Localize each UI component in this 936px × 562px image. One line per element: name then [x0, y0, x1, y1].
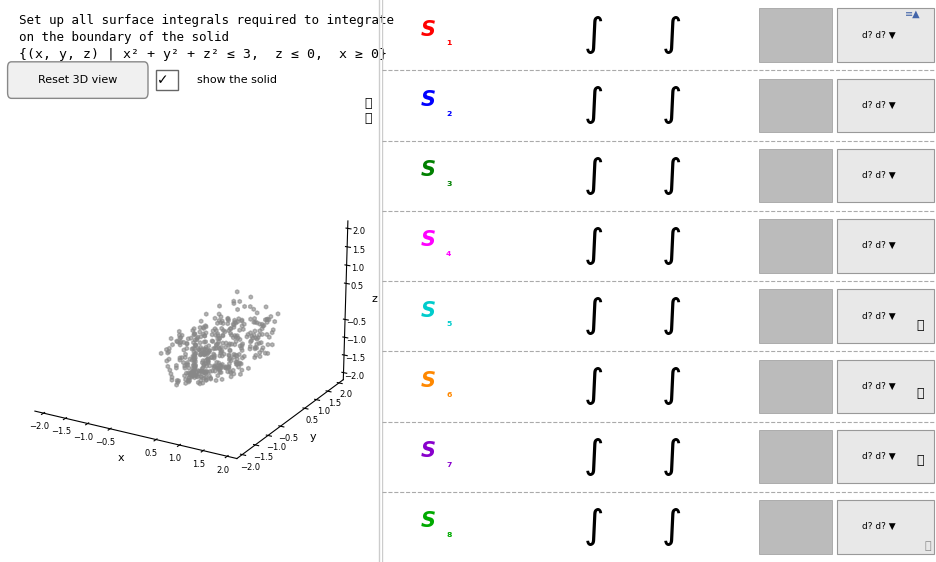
- Text: d? d? ▼: d? d? ▼: [861, 241, 895, 251]
- Text: d? d? ▼: d? d? ▼: [861, 171, 895, 180]
- Text: S: S: [420, 441, 435, 461]
- Text: $\int$: $\int$: [660, 436, 680, 478]
- Text: S: S: [420, 511, 435, 531]
- Text: $\int$: $\int$: [582, 14, 603, 56]
- Y-axis label: y: y: [309, 432, 315, 442]
- Text: d? d? ▼: d? d? ▼: [861, 101, 895, 110]
- Text: {(x, y, z) | x² + y² + z² ≤ 3,  z ≤ 0,  x ≥ 0}: {(x, y, z) | x² + y² + z² ≤ 3, z ≤ 0, x …: [19, 48, 387, 61]
- Text: d? d? ▼: d? d? ▼: [861, 311, 895, 321]
- FancyBboxPatch shape: [759, 8, 831, 62]
- Text: d? d? ▼: d? d? ▼: [861, 382, 895, 391]
- Text: 🔍: 🔍: [915, 454, 923, 468]
- Text: ≡▲: ≡▲: [904, 8, 919, 19]
- FancyBboxPatch shape: [759, 360, 831, 413]
- FancyBboxPatch shape: [759, 149, 831, 202]
- FancyBboxPatch shape: [836, 500, 933, 554]
- Text: Set up all surface integrals required to integrate: Set up all surface integrals required to…: [19, 14, 393, 27]
- FancyBboxPatch shape: [759, 430, 831, 483]
- FancyBboxPatch shape: [759, 500, 831, 554]
- Text: $\int$: $\int$: [660, 365, 680, 407]
- Text: on the boundary of the solid: on the boundary of the solid: [19, 31, 228, 44]
- Text: ₈: ₈: [446, 527, 451, 540]
- Text: $\int$: $\int$: [582, 436, 603, 478]
- Text: ₄: ₄: [446, 246, 451, 259]
- FancyBboxPatch shape: [836, 8, 933, 62]
- Text: 🏠: 🏠: [915, 319, 923, 333]
- Text: S: S: [420, 90, 435, 110]
- Text: S: S: [420, 20, 435, 39]
- FancyBboxPatch shape: [836, 149, 933, 202]
- Text: S: S: [420, 371, 435, 391]
- FancyBboxPatch shape: [759, 79, 831, 132]
- Text: ⤢: ⤢: [924, 541, 930, 551]
- Text: $\int$: $\int$: [582, 225, 603, 267]
- Text: ₇: ₇: [446, 457, 451, 470]
- FancyBboxPatch shape: [836, 430, 933, 483]
- Text: $\int$: $\int$: [582, 84, 603, 126]
- X-axis label: x: x: [118, 453, 124, 463]
- Text: ₂: ₂: [446, 106, 451, 119]
- Text: $\int$: $\int$: [582, 365, 603, 407]
- Text: 🔍: 🔍: [364, 111, 372, 125]
- FancyBboxPatch shape: [759, 289, 831, 343]
- Text: $\int$: $\int$: [660, 295, 680, 337]
- Text: $\int$: $\int$: [660, 155, 680, 197]
- Text: $\int$: $\int$: [660, 225, 680, 267]
- Text: S: S: [420, 230, 435, 250]
- Text: ₆: ₆: [446, 387, 451, 400]
- Text: $\int$: $\int$: [660, 14, 680, 56]
- Text: ₃: ₃: [446, 176, 451, 189]
- FancyBboxPatch shape: [836, 79, 933, 132]
- FancyBboxPatch shape: [759, 219, 831, 273]
- Text: 🔍: 🔍: [364, 97, 372, 111]
- Text: 🔍: 🔍: [915, 387, 923, 400]
- FancyBboxPatch shape: [836, 219, 933, 273]
- Text: S: S: [420, 160, 435, 180]
- Text: d? d? ▼: d? d? ▼: [861, 30, 895, 40]
- Text: $\int$: $\int$: [582, 155, 603, 197]
- Text: Reset 3D view: Reset 3D view: [38, 75, 117, 85]
- Text: ✓: ✓: [157, 73, 168, 87]
- Text: d? d? ▼: d? d? ▼: [861, 522, 895, 532]
- Text: $\int$: $\int$: [582, 295, 603, 337]
- Text: $\int$: $\int$: [582, 506, 603, 548]
- FancyBboxPatch shape: [7, 62, 148, 98]
- Text: $\int$: $\int$: [660, 84, 680, 126]
- FancyBboxPatch shape: [836, 289, 933, 343]
- Text: ₁: ₁: [446, 35, 451, 48]
- FancyBboxPatch shape: [836, 360, 933, 413]
- Text: d? d? ▼: d? d? ▼: [861, 452, 895, 461]
- Text: ₅: ₅: [446, 316, 451, 329]
- Text: $\int$: $\int$: [660, 506, 680, 548]
- Bar: [155, 70, 178, 90]
- Text: S: S: [420, 301, 435, 320]
- Text: show the solid: show the solid: [197, 75, 277, 85]
